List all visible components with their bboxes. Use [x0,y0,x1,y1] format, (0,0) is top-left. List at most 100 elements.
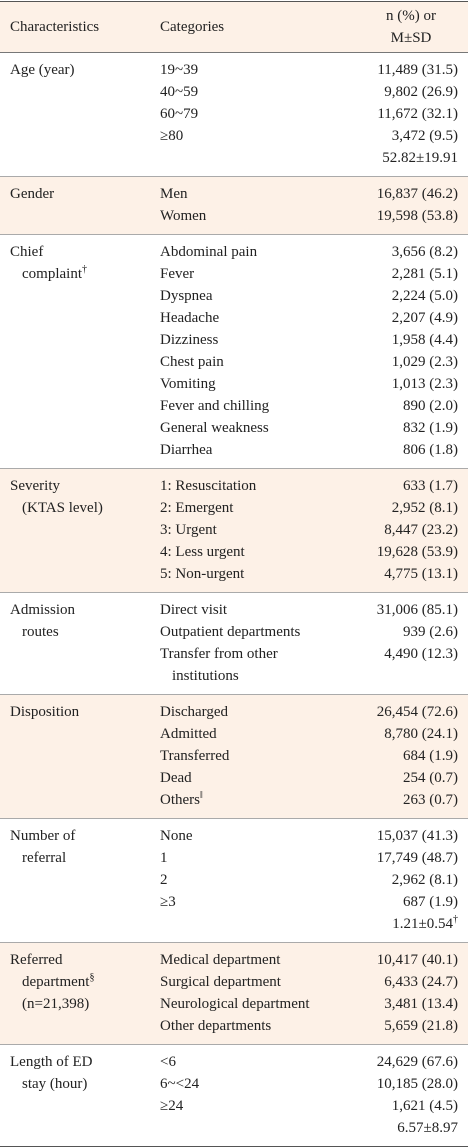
category-line: Headache [160,307,392,329]
header-row: Characteristics Categories n (%) or M±SD [0,2,468,53]
value-cell: 10,417 (40.1) [377,949,468,971]
category-text: ≥3 [160,894,176,910]
row-group: Gender Men 16,837 (46.2) Women 19,598 (53.8) [0,177,468,235]
category-cell: Dizziness [160,329,392,351]
category-line: Chest pain [160,351,392,373]
characteristic-line: Admission [10,599,160,621]
category-line: ≥3 [160,891,403,913]
header-line: M±SD [390,30,432,46]
category-text: 1: Resuscitation [160,478,257,494]
data-row: 1 17,749 (48.7) [160,847,468,869]
value-cell: 3,656 (8.2) [392,241,468,263]
data-row: 6~<24 10,185 (28.0) [160,1073,468,1095]
value-text: 15,037 (41.3) [376,828,458,844]
category-text: Dizziness [160,332,219,348]
value-text: 26,454 (72.6) [376,704,458,720]
value-text: 10,417 (40.1) [376,952,458,968]
category-line: Transferred [160,745,403,767]
category-text: 40~59 [160,84,199,100]
category-line: None [160,825,377,847]
category-text: Abdominal pain [160,244,258,260]
data-row: Neurological department 3,481 (13.4) [160,993,468,1015]
category-text: Transferred [160,748,230,764]
header-line: n (%) or [386,8,436,24]
characteristic-text: Severity [10,478,60,494]
value-text: 939 (2.6) [403,624,458,640]
value-cell: 8,447 (23.2) [384,519,468,541]
data-row: Fever 2,281 (5.1) [160,263,468,285]
value-text: 2,281 (5.1) [391,266,458,282]
characteristic-text: routes [22,624,59,640]
category-cell: Dyspnea [160,285,392,307]
characteristic-cell: Disposition [0,701,160,811]
category-cell: 60~79 [160,103,377,125]
value-cell: 16,837 (46.2) [377,183,468,205]
value-text: 832 (1.9) [403,420,458,436]
data-row: 60~79 11,672 (32.1) [160,103,468,125]
rows: 1: Resuscitation 633 (1.7) 2: Emergent 2,95… [160,475,468,585]
value-cell: 939 (2.6) [403,621,468,643]
category-text: Discharged [160,704,229,720]
value-cell: 10,185 (28.0) [377,1073,468,1095]
category-text: 5: Non-urgent [160,566,245,582]
value-cell: 890 (2.0) [403,395,468,417]
rows: Abdominal pain 3,656 (8.2) Fever 2,281 (5.1… [160,241,468,461]
header-cell: Categories [160,19,225,35]
category-cell: 2: Emergent [160,497,392,519]
value-cell: 684 (1.9) [403,745,468,767]
category-text: 4: Less urgent [160,544,245,560]
category-line: 5: Non-urgent [160,563,384,585]
category-cell: 3: Urgent [160,519,384,541]
value-text: 2,962 (8.1) [391,872,458,888]
data-row: Vomiting 1,013 (2.3) [160,373,468,395]
value-cell: 15,037 (41.3) [377,825,468,847]
value-text: 687 (1.9) [403,894,458,910]
category-line: Diarrhea [160,439,403,461]
category-cell: Women [160,205,377,227]
value-cell: 1,621 (4.5) [392,1095,468,1117]
category-cell: None [160,825,377,847]
characteristic-text: Age (year) [10,62,75,78]
category-cell: Transfer from other institutions [160,643,384,687]
value-cell: 4,490 (12.3) [384,643,468,687]
category-text: Fever [160,266,195,282]
rows: None 15,037 (41.3) 1 17,749 (48.7) 2 2,962 (8… [160,825,468,935]
footnote-mark: † [82,264,87,275]
value-cell: 2,952 (8.1) [392,497,468,519]
data-row: Others‖ 263 (0.7) [160,789,468,811]
characteristic-cell: Number of referral [0,825,160,935]
value-cell: 2,224 (5.0) [392,285,468,307]
value-text: 3,656 (8.2) [391,244,458,260]
characteristic-text: Disposition [10,704,80,720]
data-row: Dead 254 (0.7) [160,767,468,789]
category-line: Dizziness [160,329,392,351]
category-line: General weakness [160,417,403,439]
category-line: Fever and chilling [160,395,403,417]
category-line: <6 [160,1051,377,1073]
category-cell: ≥80 [160,125,392,147]
characteristic-text: Chief [10,244,44,260]
value-cell: 11,489 (31.5) [377,59,468,81]
category-line: 2 [160,869,392,891]
category-cell: Headache [160,307,392,329]
category-cell: 5: Non-urgent [160,563,384,585]
data-row: Transfer from other institutions 4,490 (12… [160,643,468,687]
category-line: 1 [160,847,377,869]
value-cell: 687 (1.9) [403,891,468,913]
category-text: ≥80 [160,128,184,144]
category-cell: Transferred [160,745,403,767]
value-cell: 19,628 (53.9) [377,541,468,563]
category-cell: Diarrhea [160,439,403,461]
category-text: Outpatient departments [160,624,301,640]
value-text: 24,629 (67.6) [376,1054,458,1070]
data-row: Men 16,837 (46.2) [160,183,468,205]
category-cell: Vomiting [160,373,392,395]
data-row: ≥80 3,472 (9.5) [160,125,468,147]
row-group: Number of referral None 15,037 (41.3) 1 17,74… [0,819,468,943]
data-row: <6 24,629 (67.6) [160,1051,468,1073]
value-text: 8,780 (24.1) [384,726,458,742]
value-text: 8,447 (23.2) [384,522,458,538]
category-cell: Surgical department [160,971,384,993]
